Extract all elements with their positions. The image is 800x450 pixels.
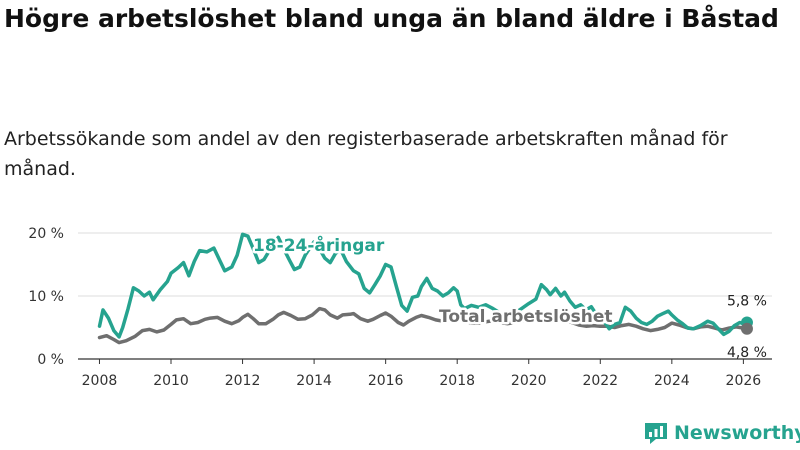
- newsworthy-logo-icon: [645, 423, 667, 444]
- x-tick-label: 2022: [582, 373, 618, 389]
- brand-name: Newsworthy: [674, 422, 800, 444]
- series-label-youth: 18-24-åringar: [253, 234, 385, 256]
- y-tick-label: 20 %: [28, 226, 64, 242]
- x-tick-label: 2008: [82, 373, 118, 389]
- x-tick-label: 2010: [153, 373, 189, 389]
- y-tick-label: 10 %: [28, 289, 64, 305]
- end-value-label-total: 4,8 %: [727, 345, 767, 361]
- end-value-label-youth: 5,8 %: [727, 293, 767, 309]
- x-tick-label: 2012: [225, 373, 261, 389]
- x-tick-label: 2024: [654, 373, 690, 389]
- x-tick-label: 2026: [726, 373, 762, 389]
- chart-subtitle: Arbetssökande som andel av den registerb…: [4, 128, 728, 180]
- chart-title: Högre arbetslöshet bland unga än bland ä…: [4, 4, 779, 33]
- x-tick-label: 2014: [296, 373, 332, 389]
- end-marker-total: [740, 322, 753, 335]
- series-label-total: Total arbetslöshet: [439, 307, 613, 327]
- newsworthy-logo: Newsworthy: [643, 419, 800, 447]
- series-line-youth: [97, 232, 749, 339]
- x-tick-label: 2020: [511, 373, 547, 389]
- x-tick-label: 2018: [439, 373, 475, 389]
- series-line-total: [97, 306, 749, 345]
- x-tick-label: 2016: [368, 373, 404, 389]
- y-tick-label: 0 %: [37, 352, 64, 368]
